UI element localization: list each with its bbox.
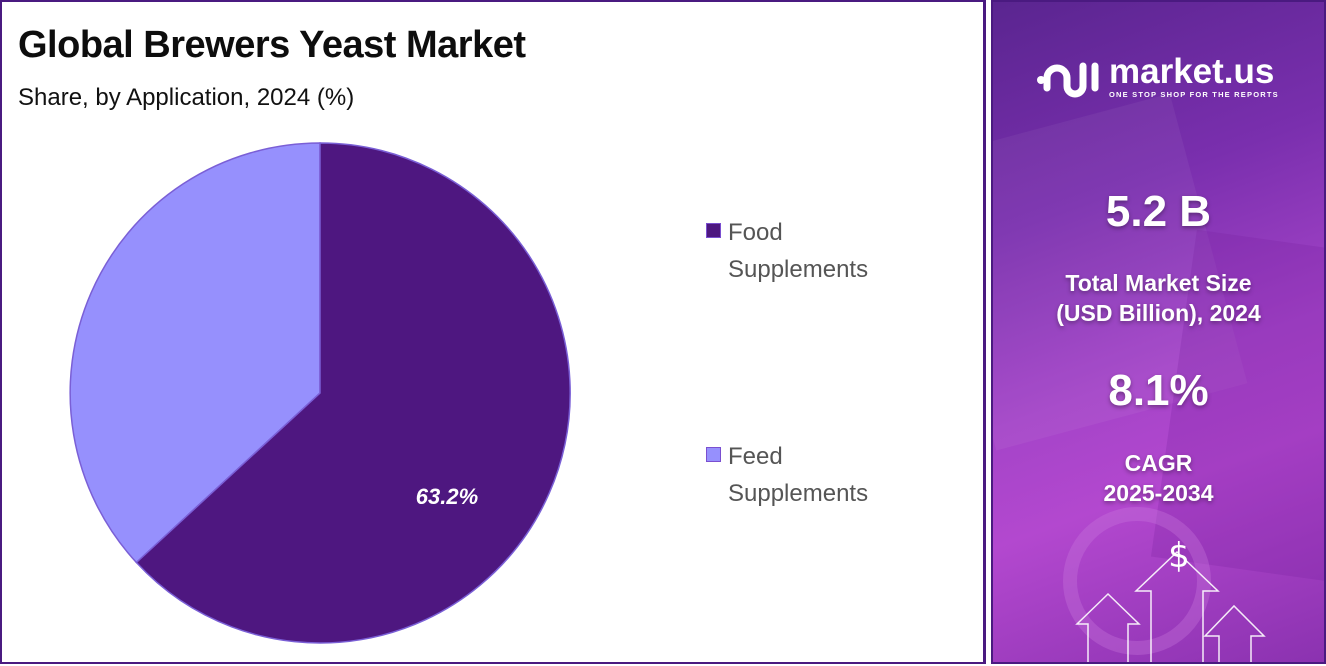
legend-label: Feed Supplements [728,443,869,507]
dollar-icon: $ [1168,536,1190,576]
chart-subtitle: Share, by Application, 2024 (%) [18,84,355,111]
market-size-value: 5.2 B [1105,187,1212,236]
legend-item-feed-supplements: Feed Supplements [706,438,918,512]
legend-swatch-icon [706,447,721,462]
market-size-label-line1: Total Market Size [1065,270,1252,296]
brand-tagline: ONE STOP SHOP FOR THE REPORTS [1109,89,1279,99]
market-us-logo-icon [1037,62,1099,98]
legend-swatch-icon [706,223,721,238]
legend-item-food-supplements: Food Supplements [706,214,918,288]
chart-panel: Global Brewers Yeast Market Share, by Ap… [0,0,986,664]
chart-title: Global Brewers Yeast Market [18,24,526,66]
pie-slice-label: 63.2% [416,484,478,509]
pie-slice-food-supplements [135,142,571,644]
pie-slice-feed-supplements [69,142,321,564]
pie-chart: 63.2% [69,142,571,644]
brand-name: market.us [1109,51,1275,91]
cagr-value: 8.1% [1108,366,1209,415]
growth-arrows-icon: $ [1075,536,1266,662]
cagr-label-line1: CAGR [1124,450,1193,476]
market-size-label-line2: (USD Billion), 2024 [1056,300,1261,326]
brand-logo: market.us ONE STOP SHOP FOR THE REPORTS [1035,52,1279,102]
stats-sidebar: market.us ONE STOP SHOP FOR THE REPORTS … [991,0,1326,664]
legend-label: Food Supplements [728,219,869,283]
cagr-label-line2: 2025-2034 [1103,480,1214,506]
